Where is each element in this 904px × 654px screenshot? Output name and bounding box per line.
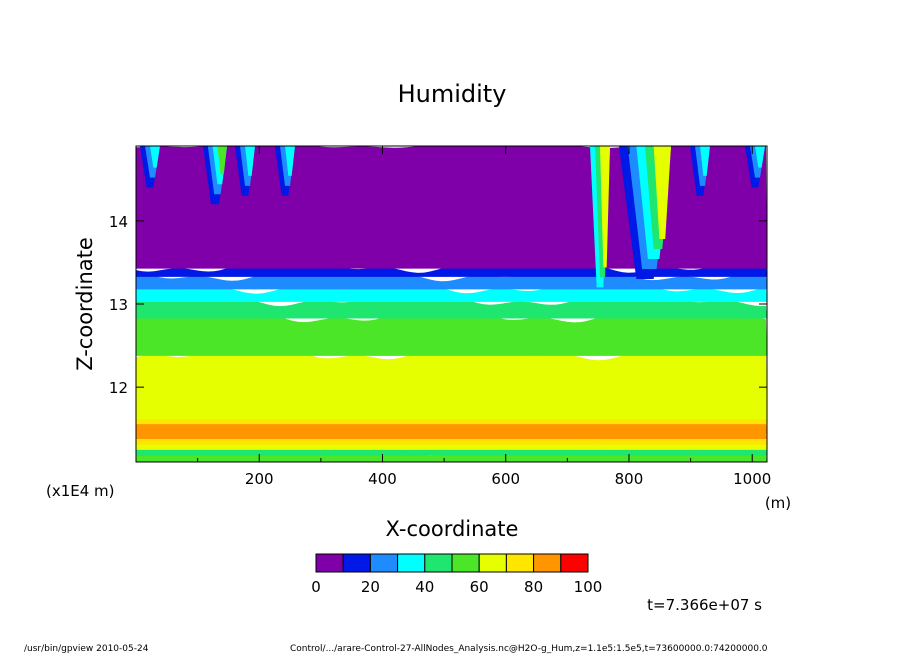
y-axis: 12 13 14 — [109, 213, 767, 397]
x-tick-label: 800 — [615, 470, 644, 488]
x-axis-unit: (m) — [765, 494, 791, 512]
contour-layer — [136, 347, 767, 413]
y-tick-label: 13 — [109, 296, 128, 314]
colorbar-cell — [478, 553, 507, 573]
colorbar-cell — [342, 553, 371, 573]
colorbar-tick-label: 0 — [311, 578, 321, 596]
plume-contour — [600, 146, 610, 268]
chart-title: Humidity — [398, 80, 507, 108]
footer-right: Control/.../arare-Control-27-AllNodes_An… — [290, 644, 768, 654]
x-tick-label: 600 — [491, 470, 520, 488]
plume-contour — [245, 146, 255, 176]
x-tick-label: 1000 — [733, 470, 771, 488]
contour-layer — [136, 310, 767, 356]
plume-contour — [150, 146, 160, 168]
y-tick-label: 12 — [109, 379, 128, 397]
x-tick-label: 400 — [368, 470, 397, 488]
x-axis-label: X-coordinate — [386, 517, 519, 541]
colorbar-tick-label: 20 — [361, 578, 380, 596]
colorbar-cell — [315, 553, 344, 573]
x-tick-label: 200 — [245, 470, 274, 488]
colorbar-cell — [369, 553, 399, 573]
contour-field — [136, 146, 767, 462]
colorbar: 0 20 40 60 80 100 — [311, 553, 603, 596]
plume-contour — [653, 146, 671, 240]
contour-plumes — [140, 146, 765, 288]
plume-contour — [285, 146, 295, 176]
y-axis-unit: (x1E4 m) — [46, 482, 115, 500]
colorbar-cell — [505, 553, 535, 573]
colorbar-cell — [397, 553, 426, 573]
colorbar-tick-label: 40 — [415, 578, 434, 596]
plume-contour — [217, 146, 227, 175]
y-tick-label: 14 — [109, 213, 128, 231]
colorbar-cell — [560, 553, 589, 573]
colorbar-cell — [533, 553, 562, 573]
colorbar-cell — [424, 553, 453, 573]
colorbar-tick-label: 60 — [470, 578, 489, 596]
plume-contour — [755, 146, 765, 168]
plume-contour — [700, 146, 710, 176]
y-axis-label: Z-coordinate — [73, 237, 97, 371]
footer-left: /usr/bin/gpview 2010-05-24 — [24, 644, 149, 654]
x-axis: 200 400 600 800 1000 — [197, 146, 771, 488]
colorbar-tick-label: 80 — [524, 578, 543, 596]
time-annotation: t=7.366e+07 s — [647, 596, 762, 614]
colorbar-tick-label: 100 — [574, 578, 603, 596]
contour-layer — [136, 146, 767, 269]
colorbar-cell — [451, 553, 480, 573]
